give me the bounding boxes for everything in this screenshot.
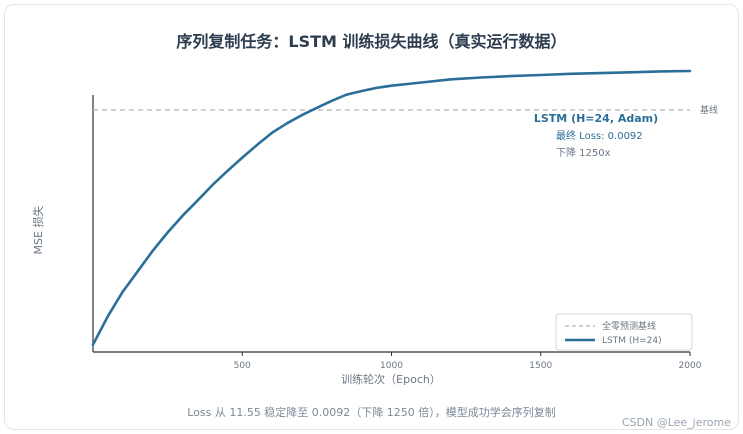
annotation-final-loss: 最终 Loss: 0.0092 [556, 129, 643, 142]
legend-baseline-label: 全零预测基线 [602, 320, 656, 332]
legend: 全零预测基线 LSTM (H=24) [555, 313, 693, 351]
x-ticks: 500 1000 1500 2000 [234, 352, 702, 371]
chart-title: 序列复制任务：LSTM 训练损失曲线（真实运行数据） [176, 32, 567, 51]
annotation-reduction: 下降 1250x [556, 146, 611, 159]
chart-caption: Loss 从 11.55 稳定降至 0.0092（下降 1250 倍），模型成功… [187, 406, 556, 419]
x-tick-label: 1500 [529, 361, 552, 371]
watermark: CSDN @Lee_jerome [621, 416, 731, 429]
legend-series-label: LSTM (H=24) [602, 336, 662, 346]
series-line-lstm [91, 69, 692, 346]
x-axis-label: 训练轮次（Epoch） [341, 372, 441, 386]
x-tick-label: 500 [234, 361, 251, 371]
baseline-label: 基线 [700, 104, 718, 116]
x-tick-label: 2000 [679, 361, 702, 371]
chart-card [4, 4, 739, 430]
annotation-title: LSTM (H=24, Adam) [534, 112, 658, 125]
y-axis-label: MSE 损失 [31, 206, 45, 255]
x-tick-label: 1000 [380, 361, 403, 371]
